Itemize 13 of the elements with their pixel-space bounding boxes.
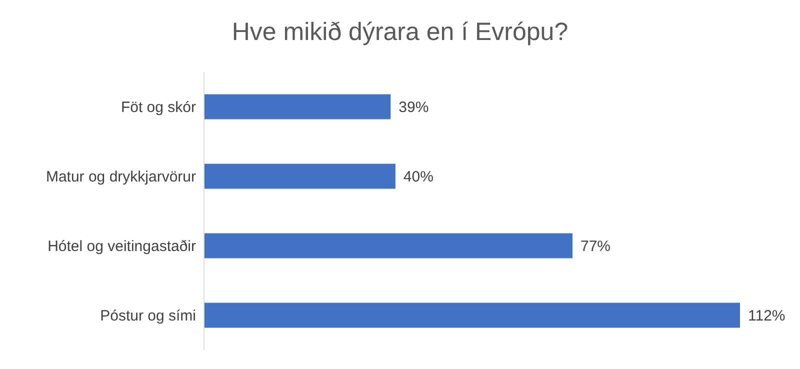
data-label: 39%	[398, 99, 429, 116]
data-label: 40%	[403, 168, 434, 186]
bar	[204, 302, 740, 328]
y-tick-label: Matur og drykkjarvörur	[46, 168, 196, 186]
bar	[204, 94, 391, 120]
y-tick-label: Póstur og sími	[100, 308, 196, 325]
y-tick-label: Föt og skór	[120, 99, 196, 116]
chart-title: Hve mikið dýrara en í Evrópu?	[230, 17, 570, 48]
bar	[204, 233, 572, 258]
y-tick-label: Hótel og veitingastaðir	[48, 238, 196, 256]
bar	[204, 164, 396, 189]
data-label: 112%	[748, 308, 786, 325]
data-label: 77%	[580, 238, 611, 256]
